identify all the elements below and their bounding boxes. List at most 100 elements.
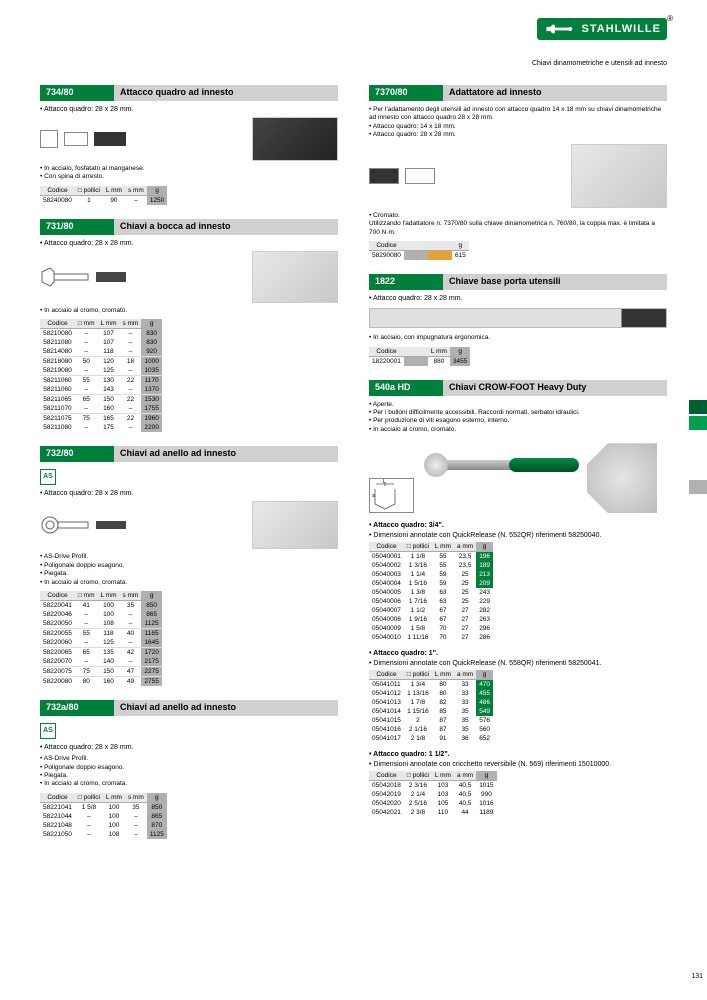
product-header: 540a HD Chiavi CROW-FOOT Heavy Duty: [369, 380, 667, 396]
table-row: 5821106055130221170: [40, 376, 162, 386]
table-row: 050400081 9/166727263: [369, 615, 493, 624]
table-row: 050420202 5/1610540,51016: [369, 799, 497, 808]
product-desc: In acciaio, con impugnatura ergonomica.: [369, 334, 667, 342]
table-row: 050420212 3/8110441189: [369, 808, 497, 817]
product-name: Chiavi CROW-FOOT Heavy Duty: [443, 380, 667, 396]
product-block: 734/80 Attacco quadro ad innesto • Attac…: [40, 85, 338, 205]
section-tab: [689, 416, 707, 430]
product-name: Chiavi a bocca ad innesto: [114, 219, 338, 235]
table-row: 58220046–100–865: [40, 610, 162, 619]
product-photo: [369, 308, 667, 328]
table-row: 5821107575165221960: [40, 414, 162, 424]
product-name: Attacco quadro ad innesto: [114, 85, 338, 101]
product-header: 731/80 Chiavi a bocca ad innesto: [40, 219, 338, 235]
brand-logo: STAHLWILLE: [537, 18, 667, 40]
spec-table: Codice□ mmL mms mmg 582200414110035850 5…: [40, 591, 162, 686]
product-code: 1822: [369, 274, 443, 290]
table-row: 58240080190–1250: [40, 195, 167, 205]
table-row: 050410162 1/168735560: [369, 725, 493, 734]
table-row: 050400061 7/166325229: [369, 597, 493, 606]
brand-name: STAHLWILLE: [582, 23, 661, 35]
spec-table: Codice□ polliciL mma mmg 050400011 1/855…: [369, 542, 493, 642]
table-row: 5821808050120181000: [40, 357, 162, 367]
group-note: • Dimensioni annotate con QuickRelease (…: [369, 660, 667, 667]
group-head: • Attacco quadro: 3/4".: [369, 522, 667, 529]
table-row: 0504101528735576: [369, 716, 493, 725]
registered-mark: ®: [667, 14, 673, 23]
product-block: 1822 Chiave base porta utensili • Attacc…: [369, 274, 667, 365]
table-row: 050410121 13/168033455: [369, 689, 493, 698]
product-desc: In acciaio, fosfatato al manganese. Con …: [40, 165, 338, 182]
product-photo: [571, 144, 667, 208]
product-photo: [252, 117, 338, 161]
table-row: 58221050–108–1125: [40, 830, 167, 839]
diagram-side-icon: [96, 272, 126, 282]
product-header: 732/80 Chiavi ad anello ad innesto: [40, 446, 338, 462]
group-note: • Dimensioni annotate con QuickRelease (…: [369, 532, 667, 539]
page-number: 131: [691, 973, 703, 980]
table-row: 58221048–100–870: [40, 821, 167, 830]
product-subhead: • Attacco quadro: 28 x 28 mm.: [40, 490, 338, 497]
table-row: 582210411 5/810035850: [40, 802, 167, 812]
table-row: 58214080–118–920: [40, 347, 162, 357]
table-row: 58211080–107–830: [40, 338, 162, 347]
svg-text:L: L: [383, 479, 386, 485]
product-code: 732a/80: [40, 700, 114, 716]
product-subhead: • Attacco quadro: 28 x 28 mm.: [369, 295, 667, 302]
table-row: 050420182 3/1610340,51015: [369, 781, 497, 791]
crowfoot-head: [587, 443, 657, 513]
table-row: 58211080–175–2200: [40, 423, 162, 432]
spec-table: Codice□ polliciL mma mmg 050420182 3/161…: [369, 771, 497, 817]
spec-table: CodiceL mmg 18220001 8803455: [369, 347, 470, 366]
table-row: 5822006565135421720: [40, 648, 162, 658]
product-header: 1822 Chiave base porta utensili: [369, 274, 667, 290]
product-subhead: • Attacco quadro: 28 x 28 mm.: [40, 106, 338, 113]
product-desc: Aperte. Per i bulloni difficilmente acce…: [369, 401, 667, 435]
product-block: 731/80 Chiavi a bocca ad innesto • Attac…: [40, 219, 338, 432]
spec-table: Codice □ pollici L mm s mm g 58240080190…: [40, 186, 167, 205]
section-tab: [689, 480, 707, 494]
product-desc: Per l'adattamento degli utensili ad inne…: [369, 106, 667, 140]
group-note: • Dimensioni annotate con cricchetto rev…: [369, 761, 667, 768]
product-subhead: • Attacco quadro: 28 x 28 mm.: [40, 744, 338, 751]
spec-table: Codiceg 58290080 615: [369, 241, 469, 260]
product-header: 732a/80 Chiavi ad anello ad innesto: [40, 700, 338, 716]
table-row: 58219080–125–1035: [40, 366, 162, 376]
product-desc: In acciaio al cromo, cromato.: [40, 307, 338, 315]
table-row: 58220050–108–1125: [40, 619, 162, 629]
table-row: 5822005555118401165: [40, 629, 162, 639]
group-head: • Attacco quadro: 1".: [369, 650, 667, 657]
table-row: 050410131 7/88233486: [369, 698, 493, 707]
table-row: 58220060–125–1645: [40, 638, 162, 648]
page-tab-group: [689, 480, 707, 496]
wrench-diagram-icon: [40, 266, 90, 288]
product-desc: AS-Drive Profil. Poligonale doppio esago…: [40, 553, 338, 587]
product-code: 731/80: [40, 219, 114, 235]
product-images: [40, 251, 338, 303]
diagram-icon: [369, 168, 399, 184]
table-row: 050400031 1/45925213: [369, 570, 493, 579]
table-row: 58211070–160–1755: [40, 404, 162, 414]
spec-table: Codice□ mmL mms mmg 58210080–107–830 582…: [40, 319, 162, 432]
diagram-icon: [40, 130, 58, 148]
right-column: 7370/80 Adattatore ad innesto Per l'adat…: [369, 85, 667, 831]
left-column: 734/80 Attacco quadro ad innesto • Attac…: [40, 85, 338, 853]
table-row: 5822008080160492755: [40, 677, 162, 687]
as-drive-badge: AS: [40, 723, 56, 739]
table-row: 050400091 5/87027296: [369, 624, 493, 633]
group-head: • Attacco quadro: 1 1/2".: [369, 751, 667, 758]
product-images: [40, 117, 338, 161]
table-row: 050400041 5/165925209: [369, 579, 493, 588]
table-row: 58220070–140–2175: [40, 657, 162, 667]
diagram-side-icon: [94, 132, 126, 146]
table-row: 050410172 1/89136652: [369, 734, 493, 743]
table-row: 050400011 1/85523,5196: [369, 552, 493, 562]
diagram-icon: [64, 132, 88, 146]
product-code: 540a HD: [369, 380, 443, 396]
product-photo: [252, 501, 338, 549]
product-name: Chiavi ad anello ad innesto: [114, 700, 338, 716]
product-block: 732/80 Chiavi ad anello ad innesto AS • …: [40, 446, 338, 686]
table-row: 58290080 615: [369, 251, 469, 261]
spec-table: Codice□ polliciL mma mmg 050410111 3/480…: [369, 670, 493, 743]
product-subhead: • Attacco quadro: 28 x 28 mm.: [40, 240, 338, 247]
